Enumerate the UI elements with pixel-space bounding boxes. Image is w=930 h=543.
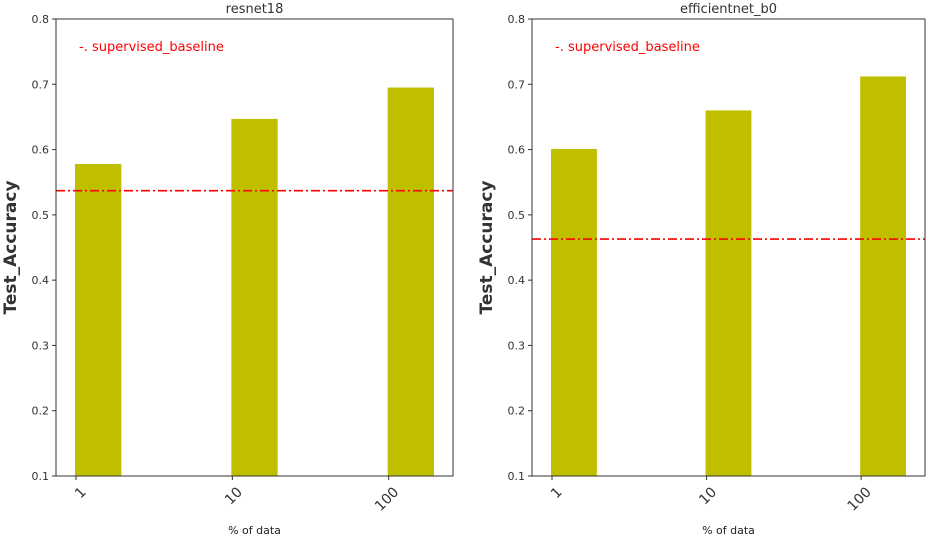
y-tick-label: 0.7 xyxy=(508,78,526,91)
chart-title: efficientnet_b0 xyxy=(680,2,777,17)
y-tick-label: 0.6 xyxy=(508,144,526,157)
y-tick-label: 0.2 xyxy=(32,405,50,418)
plot-frame xyxy=(531,18,926,477)
chart-title: resnet18 xyxy=(226,2,284,17)
y-axis-label: Test_Accuracy xyxy=(1,180,21,314)
y-tick-label: 0.1 xyxy=(508,470,526,483)
x-tick-label: 100 xyxy=(845,484,875,514)
x-tick-label: 1 xyxy=(72,484,90,502)
legend-supervised-baseline: -. supervised_baseline xyxy=(79,40,224,55)
bar-100 xyxy=(387,87,434,477)
x-axis-label: % of data xyxy=(702,524,755,537)
bar-1 xyxy=(75,163,122,477)
bar-10 xyxy=(705,110,752,477)
y-tick-label: 0.4 xyxy=(508,274,526,287)
y-tick-label: 0.2 xyxy=(508,405,526,418)
y-tick-label: 0.6 xyxy=(32,144,50,157)
y-axis-label: Test_Accuracy xyxy=(477,180,497,314)
y-tick-label: 0.3 xyxy=(32,339,50,352)
y-tick-label: 0.4 xyxy=(32,274,50,287)
y-tick-label: 0.8 xyxy=(508,13,526,26)
x-tick-label: 10 xyxy=(222,484,246,508)
y-tick-label: 0.8 xyxy=(32,13,50,26)
chart-panel-2: 1 10 100 0.1 0.2 0.3 0.4 0.5 0.6 0.7 0.8 efficientn… xyxy=(477,2,926,537)
bar-10 xyxy=(231,118,278,476)
y-tick-label: 0.1 xyxy=(32,470,50,483)
chart-panel-1: 1 10 100 0.1 0.2 0.3 0.4 0.5 0.6 0.7 0.8 resnet18 Te… xyxy=(1,2,454,537)
plot-frame xyxy=(55,18,454,477)
y-tick-label: 0.7 xyxy=(32,78,50,91)
bar-1 xyxy=(551,148,597,476)
x-axis-label: % of data xyxy=(228,524,281,537)
legend-supervised-baseline: -. supervised_baseline xyxy=(555,40,700,55)
x-tick-label: 100 xyxy=(372,484,402,514)
y-tick-label: 0.5 xyxy=(508,209,526,222)
y-tick-label: 0.5 xyxy=(32,209,50,222)
x-tick-label: 1 xyxy=(548,484,566,502)
bar-100 xyxy=(860,76,906,477)
y-tick-label: 0.3 xyxy=(508,339,526,352)
x-tick-label: 10 xyxy=(696,484,720,508)
